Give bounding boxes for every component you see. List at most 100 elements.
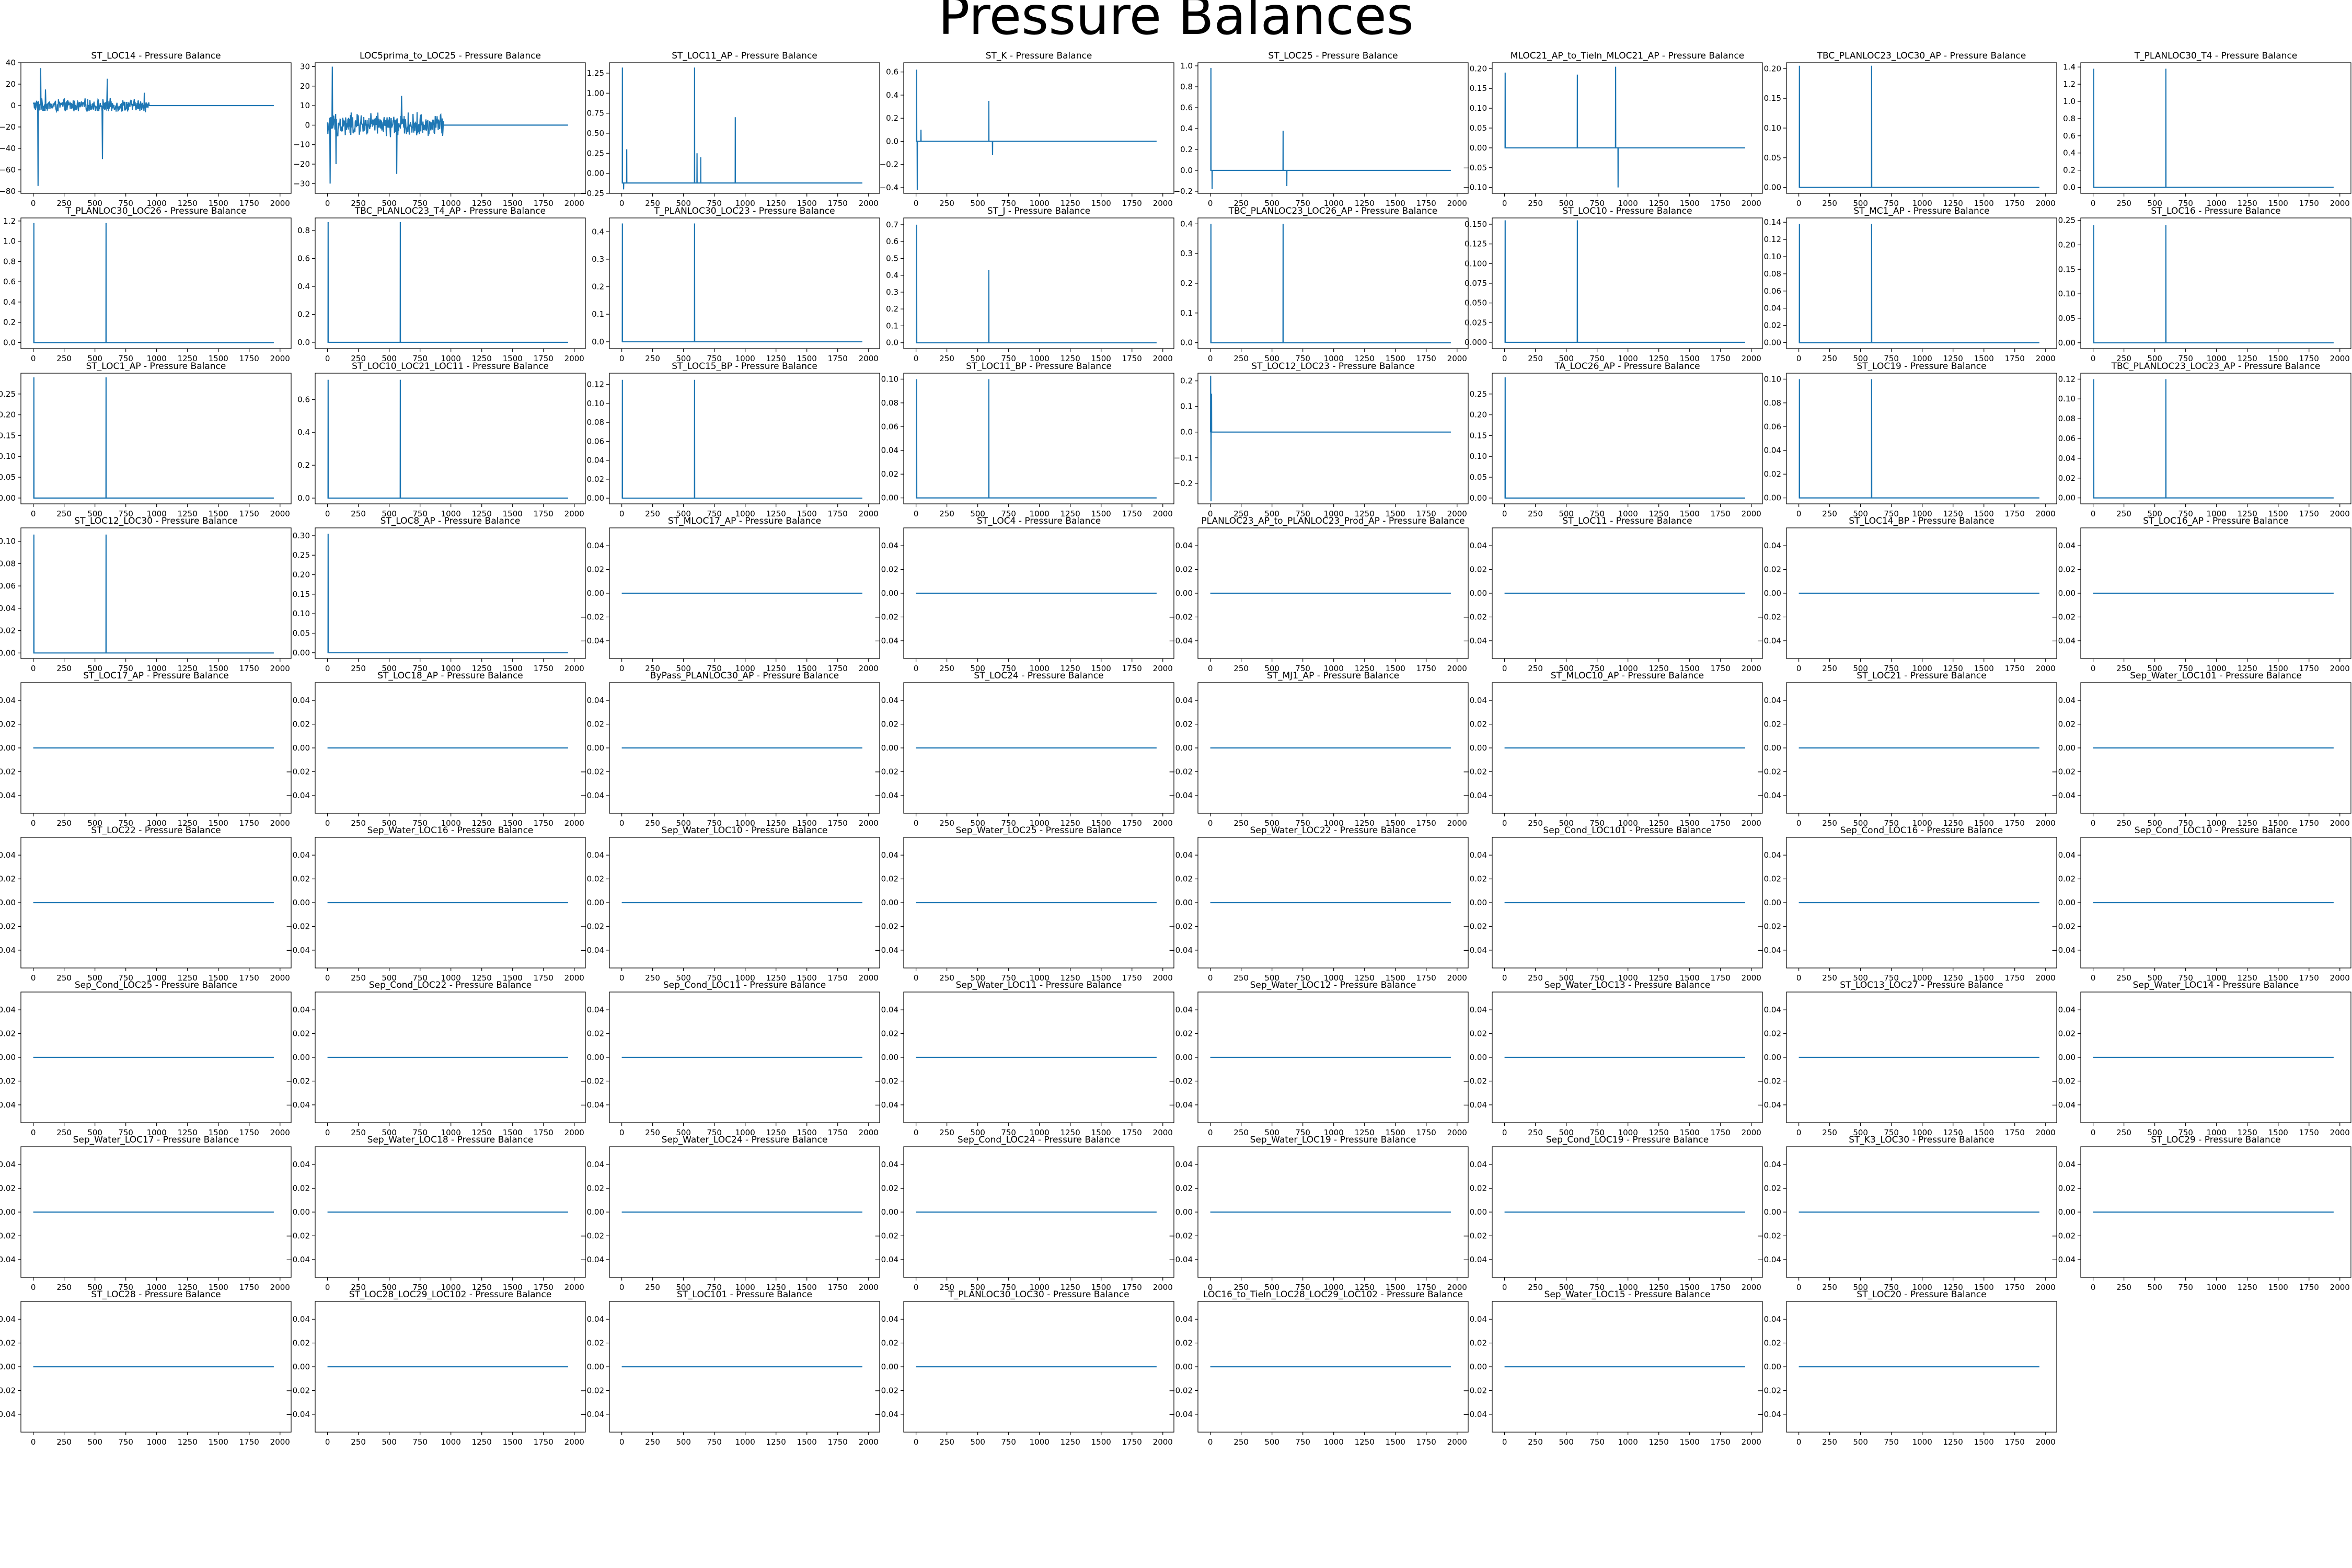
x-tick-label: 750: [118, 354, 133, 363]
x-tick-label: 250: [1233, 199, 1249, 208]
x-tick-label: 0: [31, 973, 36, 983]
y-tick-label: 0.00: [293, 1207, 310, 1217]
y-tick-label: 0.02: [1470, 874, 1487, 884]
x-tick-label: 1750: [828, 509, 848, 518]
y-tick-label: 0.2: [886, 304, 898, 314]
subplot: Sep_Water_LOC14 - Pressure Balance 0 250 50…: [2051, 980, 2351, 1137]
y-tick-label: −0.04: [1757, 946, 1781, 955]
x-tick-label: 1000: [1324, 1437, 1344, 1447]
x-tick-label: 1250: [766, 354, 786, 363]
x-tick-label: 500: [1559, 509, 1574, 518]
x-tick-label: 1500: [1680, 1128, 1700, 1137]
y-tick-label: −0.02: [1757, 1386, 1781, 1395]
x-tick-label: 500: [970, 973, 985, 983]
x-tick-label: 250: [56, 1283, 72, 1292]
y-tick-label: 0.02: [881, 469, 898, 479]
subplot-title: TBC_PLANLOC23_LOC23_AP - Pressure Balanc…: [2111, 361, 2321, 372]
y-tick-label: 0.20: [1470, 410, 1487, 420]
subplot-title: Sep_Cond_LOC101 - Pressure Balance: [1543, 825, 1711, 836]
x-tick-label: 1750: [2005, 509, 2025, 518]
x-tick-label: 1250: [1060, 818, 1080, 828]
x-tick-label: 750: [1589, 354, 1605, 363]
x-tick-label: 0: [619, 818, 625, 828]
x-tick-label: 1250: [1943, 199, 1963, 208]
subplot: TBC_PLANLOC23_LOC30_AP - Pressure Balanc…: [1764, 51, 2057, 208]
x-tick-label: 2000: [2036, 1128, 2056, 1137]
x-tick-label: 250: [1822, 1128, 1837, 1137]
y-tick-label: 0.04: [1470, 541, 1487, 550]
x-tick-label: 1250: [766, 1128, 786, 1137]
x-tick-label: 0: [1208, 509, 1213, 518]
subplot: ST_LOC14 - Pressure Balance 0 250 500 750 100…: [0, 51, 292, 208]
subplot-title: Sep_Cond_LOC25 - Pressure Balance: [75, 980, 237, 990]
subplot: Sep_Water_LOC17 - Pressure Balance 0 250 50…: [0, 1135, 292, 1292]
y-tick-label: 0.00: [1175, 589, 1193, 598]
y-tick-label: −0.1: [1174, 453, 1193, 463]
x-tick-label: 500: [676, 1437, 691, 1447]
y-tick-label: 0: [10, 101, 16, 110]
x-tick-label: 500: [2147, 973, 2162, 983]
x-tick-label: 250: [351, 1283, 366, 1292]
x-tick-label: 1500: [1680, 199, 1700, 208]
y-tick-label: −0.05: [1463, 163, 1487, 172]
x-tick-label: 750: [2178, 354, 2193, 363]
x-tick-label: 750: [2178, 973, 2193, 983]
x-tick-label: 1250: [766, 509, 786, 518]
y-tick-label: 0.4: [886, 271, 898, 280]
x-tick-label: 1750: [2005, 1128, 2025, 1137]
x-tick-label: 1000: [735, 818, 755, 828]
y-tick-label: 0.15: [1470, 84, 1487, 93]
x-tick-label: 1750: [2299, 973, 2319, 983]
x-tick-label: 1750: [1122, 973, 1142, 983]
x-tick-label: 250: [1528, 509, 1543, 518]
x-tick-label: 1000: [1618, 664, 1638, 673]
x-tick-label: 1250: [1355, 1283, 1375, 1292]
x-tick-label: 1000: [441, 973, 461, 983]
x-tick-label: 250: [2116, 199, 2131, 208]
x-tick-label: 0: [914, 664, 919, 673]
x-tick-label: 250: [56, 818, 72, 828]
y-tick-label: −0.04: [1757, 636, 1781, 645]
x-tick-label: 1000: [441, 1437, 461, 1447]
x-tick-label: 1500: [1974, 354, 1994, 363]
x-tick-label: 0: [325, 354, 330, 363]
y-tick-label: 0.4: [592, 227, 604, 236]
subplot-title: ST_LOC11 - Pressure Balance: [1562, 516, 1692, 526]
y-tick-label: 0.06: [1764, 286, 1781, 296]
y-tick-label: −0.4: [880, 183, 898, 192]
x-tick-label: 1500: [1974, 199, 1994, 208]
y-tick-label: −0.04: [286, 791, 310, 800]
y-tick-label: −0.25: [580, 189, 604, 198]
x-tick-label: 1500: [1091, 1128, 1111, 1137]
x-tick-label: 1750: [828, 973, 848, 983]
x-tick-label: 750: [707, 973, 722, 983]
series-line: [1798, 65, 2039, 188]
series-line: [33, 377, 274, 499]
x-tick-label: 750: [1295, 1128, 1310, 1137]
x-tick-label: 500: [1853, 818, 1868, 828]
y-tick-label: 0.04: [0, 1315, 16, 1324]
y-tick-label: 0.4: [297, 428, 310, 437]
x-tick-label: 1250: [1649, 664, 1669, 673]
x-tick-label: 250: [645, 664, 660, 673]
y-tick-label: 0.00: [881, 1207, 898, 1217]
x-tick-label: 750: [1589, 818, 1605, 828]
y-tick-label: 0.02: [881, 1339, 898, 1348]
x-tick-label: 250: [351, 664, 366, 673]
y-tick-label: 0.06: [587, 436, 604, 446]
y-tick-label: 0.04: [881, 1315, 898, 1324]
x-tick-label: 250: [2116, 509, 2131, 518]
y-tick-label: 0.2: [3, 318, 16, 327]
x-tick-label: 0: [1502, 509, 1507, 518]
y-tick-label: 0.02: [881, 1029, 898, 1039]
y-tick-label: 0.00: [1470, 1053, 1487, 1062]
x-tick-label: 250: [939, 664, 954, 673]
x-tick-label: 2000: [2330, 199, 2350, 208]
series-line: [327, 379, 568, 499]
x-tick-label: 250: [351, 818, 366, 828]
x-tick-label: 1000: [2207, 818, 2227, 828]
subplot-title: Sep_Water_LOC22 - Pressure Balance: [1250, 825, 1416, 836]
y-tick-label: −0.02: [286, 1386, 310, 1395]
y-tick-label: 1.0: [3, 237, 16, 246]
x-tick-label: 250: [1822, 1283, 1837, 1292]
